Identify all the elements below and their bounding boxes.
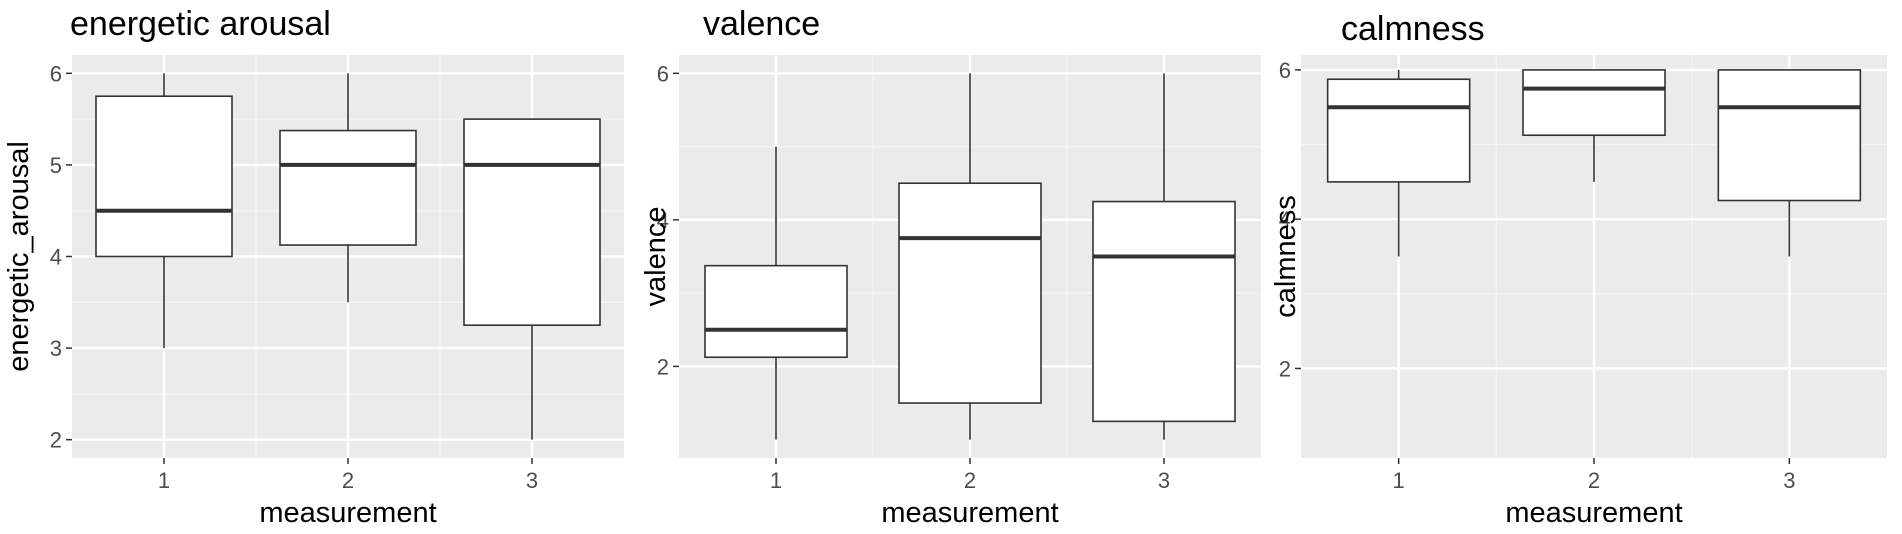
- x-tick-label: 3: [526, 468, 538, 493]
- box-body: [1717, 69, 1862, 202]
- y-tick-label: 6: [657, 61, 669, 86]
- box-body: [463, 118, 601, 326]
- panel-2: 2 4 6 1 2 3 valence measurement valence: [640, 5, 1261, 529]
- x-tick-label: 2: [964, 468, 976, 493]
- y-tick-label: 4: [1279, 207, 1291, 232]
- x-tick-label: 3: [1158, 468, 1170, 493]
- box-body: [704, 264, 848, 359]
- y-axis-label: calmness: [1270, 195, 1302, 318]
- box-1: [704, 146, 848, 440]
- y-tick-label: 2: [657, 354, 669, 379]
- box-1: [1326, 69, 1471, 257]
- box-body: [898, 182, 1042, 404]
- panel-title: energetic arousal: [70, 5, 331, 43]
- x-tick-label: 2: [1588, 468, 1600, 493]
- y-axis-label: energetic_arousal: [3, 141, 35, 372]
- x-axis-label: measurement: [1505, 497, 1682, 529]
- box-1: [95, 73, 233, 349]
- y-axis-label: valence: [640, 207, 672, 307]
- box-3: [1717, 69, 1862, 257]
- box-body: [95, 95, 233, 258]
- box-2: [1522, 69, 1666, 182]
- box-body: [1092, 200, 1236, 423]
- x-axis-label: measurement: [259, 497, 436, 529]
- x-axis-label: measurement: [881, 497, 1058, 529]
- panel-title: calmness: [1341, 10, 1485, 48]
- x-tick-label: 1: [158, 468, 170, 493]
- panel-title: valence: [703, 5, 820, 43]
- x-tick-label: 1: [1393, 468, 1405, 493]
- y-tick-label: 6: [1279, 58, 1291, 83]
- panel-1: 2 3 4 5 6 1 2 3 energetic arousal measurement ener…: [3, 5, 624, 529]
- box-body: [279, 129, 417, 246]
- y-tick-label: 4: [50, 245, 62, 270]
- y-tick-label: 2: [1279, 356, 1291, 381]
- x-tick-label: 3: [1783, 468, 1795, 493]
- y-tick-label: 2: [50, 428, 62, 453]
- x-tick-label: 2: [342, 468, 354, 493]
- box-body: [1326, 78, 1471, 183]
- box-2: [898, 73, 1042, 440]
- y-tick-label: 3: [50, 336, 62, 361]
- y-tick-label: 5: [50, 153, 62, 178]
- x-tick-label: 1: [770, 468, 782, 493]
- y-tick-label: 6: [50, 61, 62, 86]
- box-3: [1092, 73, 1236, 440]
- panel-3: 2 4 6 1 2 3 calmness measurement calmness: [1270, 10, 1887, 529]
- box-2: [279, 73, 417, 303]
- y-tick-label: 4: [657, 208, 669, 233]
- box-body: [1522, 69, 1666, 137]
- box-3: [463, 118, 601, 440]
